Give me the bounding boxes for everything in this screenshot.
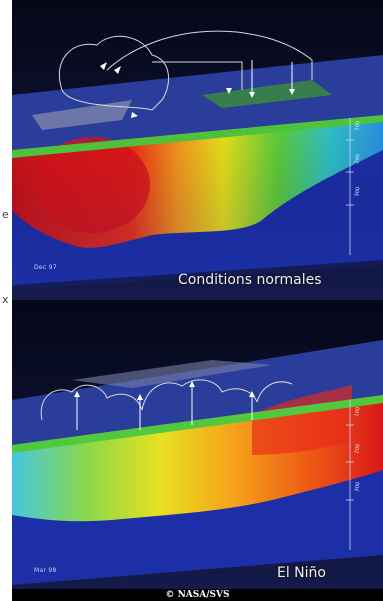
panel-normal-title: Conditions normales	[178, 272, 322, 288]
page-edge-letter-bottom: x	[2, 293, 9, 306]
page-edge-letter-top: e	[2, 208, 9, 221]
ocean-cross-sections-graphic	[12, 0, 383, 601]
panel-elnino-title: El Niño	[277, 565, 326, 581]
panel-normal-graphic	[12, 0, 383, 300]
panel-normal-date-tag: Dec 97	[34, 264, 57, 271]
panel-elnino-graphic	[12, 300, 383, 590]
panel-elnino-date-tag: Mar 98	[34, 567, 57, 574]
image-credit: © NASA/SVS	[165, 590, 230, 600]
ocean-temperature-figure: Dec 97 100 200 300 Conditions normales M…	[12, 0, 383, 601]
